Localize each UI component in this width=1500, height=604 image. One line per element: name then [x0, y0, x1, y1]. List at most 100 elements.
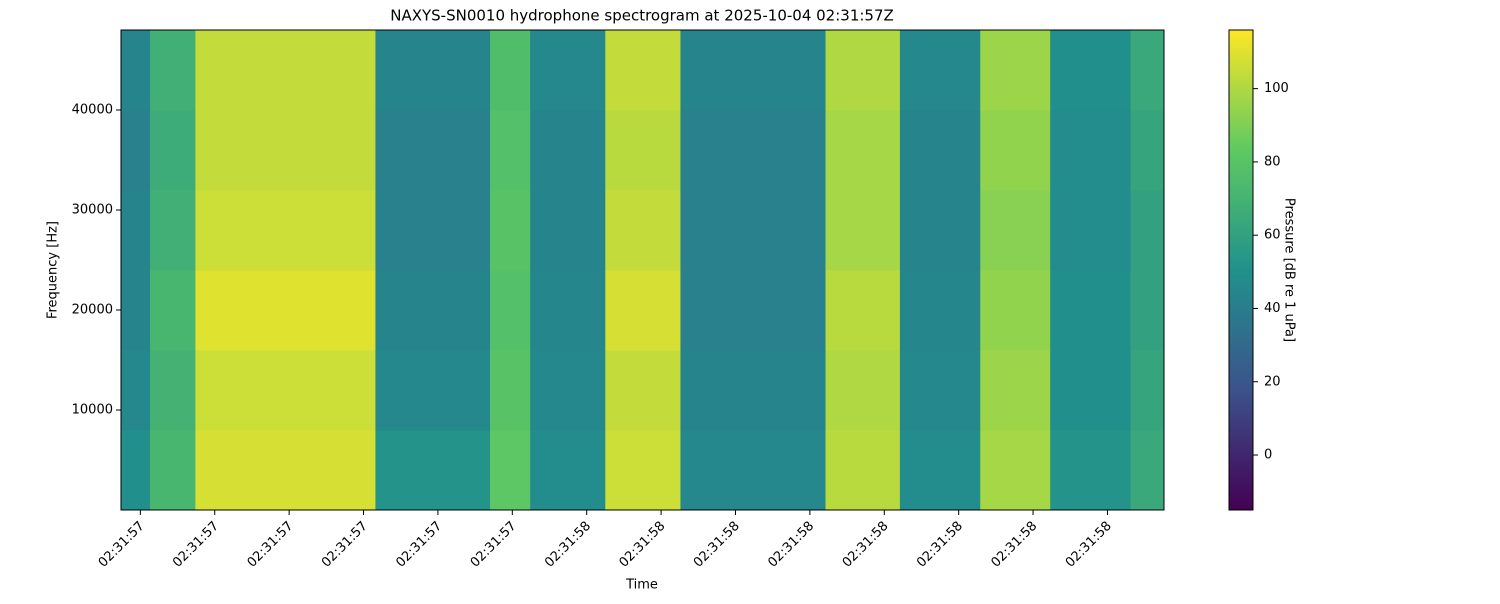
heatmap-cell [121, 190, 151, 271]
heatmap-cell [899, 270, 981, 351]
heatmap-cell [680, 430, 827, 511]
heatmap-cell [375, 350, 491, 431]
heatmap-cell [605, 430, 681, 511]
heatmap-cell [150, 190, 196, 271]
heatmap-cell [1130, 350, 1165, 431]
heatmap-cell [150, 110, 196, 191]
heatmap-cell [1130, 110, 1165, 191]
colorbar-tick-label: 60 [1264, 228, 1281, 243]
heatmap-cell [1130, 30, 1165, 111]
x-tick-label: 02:31:58 [765, 519, 817, 571]
heatmap-cell [530, 30, 606, 111]
x-tick-label: 02:31:58 [617, 519, 669, 571]
x-tick-label: 02:31:57 [170, 519, 222, 571]
heatmap-cell [980, 110, 1051, 191]
x-tick-label: 02:31:58 [840, 519, 892, 571]
heatmap-cell [150, 350, 196, 431]
heatmap-cell [680, 110, 827, 191]
chart-title: NAXYS-SN0010 hydrophone spectrogram at 2… [390, 7, 894, 25]
heatmap-cell [825, 30, 901, 111]
y-tick-label: 20000 [72, 303, 113, 318]
heatmap-cell [530, 190, 606, 271]
heatmap-cell [195, 270, 376, 351]
heatmap-cell [375, 190, 491, 271]
heatmap-cell [375, 30, 491, 111]
heatmap-cell [530, 350, 606, 431]
plot-frame [120, 29, 1165, 511]
x-tick-label: 02:31:58 [988, 519, 1040, 571]
heatmap-cell [195, 430, 376, 511]
heatmap-cell [680, 350, 827, 431]
heatmap-cell [121, 270, 151, 351]
heatmap-cell [530, 270, 606, 351]
heatmap-cell [1050, 190, 1132, 271]
heatmap-cell [980, 30, 1051, 111]
colorbar-tick-label: 100 [1264, 81, 1289, 96]
heatmap-cell [680, 190, 827, 271]
heatmap-cell [195, 190, 376, 271]
heatmap-cell [489, 110, 531, 191]
heatmap-cell [150, 270, 196, 351]
heatmap-cell [1130, 190, 1165, 271]
x-tick-label: 02:31:57 [468, 519, 520, 571]
heatmap-cell [605, 110, 681, 191]
heatmap-cell [680, 270, 827, 351]
heatmap-cell [825, 270, 901, 351]
heatmap-cell [530, 430, 606, 511]
heatmap-cell [980, 350, 1051, 431]
heatmap-cell [375, 270, 491, 351]
heatmap-cell [825, 190, 901, 271]
heatmap-cell [1050, 270, 1132, 351]
heatmap-cell [489, 350, 531, 431]
heatmap-cell [375, 430, 491, 511]
heatmap-cell [121, 430, 151, 511]
heatmap-cell [121, 350, 151, 431]
heatmap-cell [899, 350, 981, 431]
heatmap-cell [489, 430, 531, 511]
heatmap-cell [980, 430, 1051, 511]
heatmap-cell [1050, 430, 1132, 511]
heatmap-cell [605, 190, 681, 271]
x-tick-label: 02:31:58 [914, 519, 966, 571]
y-tick-label: 40000 [72, 103, 113, 118]
heatmap-cell [489, 190, 531, 271]
colorbar-tick-label: 0 [1264, 448, 1272, 463]
heatmap-cell [825, 430, 901, 511]
heatmap-cell [899, 190, 981, 271]
heatmap-cell [1050, 350, 1132, 431]
colorbar-tick-label: 20 [1264, 374, 1281, 389]
heatmap-cell [980, 270, 1051, 351]
colorbar-tick-label: 80 [1264, 154, 1281, 169]
colorbar-label: Pressure [dB re 1 uPa] [1282, 198, 1297, 342]
colorbar-tick-label: 40 [1264, 301, 1281, 316]
heatmap-cell [489, 270, 531, 351]
heatmap-cell [1130, 430, 1165, 511]
heatmap-cell [899, 430, 981, 511]
heatmap-cell [195, 110, 376, 191]
x-tick-label: 02:31:58 [1063, 519, 1115, 571]
heatmap-cell [680, 30, 827, 111]
heatmap-cell [980, 190, 1051, 271]
x-tick-label: 02:31:58 [691, 519, 743, 571]
x-tick-label: 02:31:57 [245, 519, 297, 571]
heatmap-cell [195, 30, 376, 111]
heatmap-cell [605, 350, 681, 431]
heatmap-cell [121, 30, 151, 111]
heatmap-cell [605, 30, 681, 111]
heatmap-cell [150, 30, 196, 111]
y-tick-label: 10000 [72, 403, 113, 418]
y-tick-label: 30000 [72, 203, 113, 218]
heatmap-cell [825, 350, 901, 431]
heatmap-cell [150, 430, 196, 511]
heatmap-cell [489, 30, 531, 111]
x-tick-label: 02:31:58 [542, 519, 594, 571]
heatmap-cell [195, 350, 376, 431]
heatmap-cell [375, 110, 491, 191]
x-tick-label: 02:31:57 [393, 519, 445, 571]
heatmap-cell [899, 110, 981, 191]
heatmap-cell [530, 110, 606, 191]
x-tick-label: 02:31:57 [319, 519, 371, 571]
heatmap-cell [605, 270, 681, 351]
colorbar [1228, 29, 1254, 511]
